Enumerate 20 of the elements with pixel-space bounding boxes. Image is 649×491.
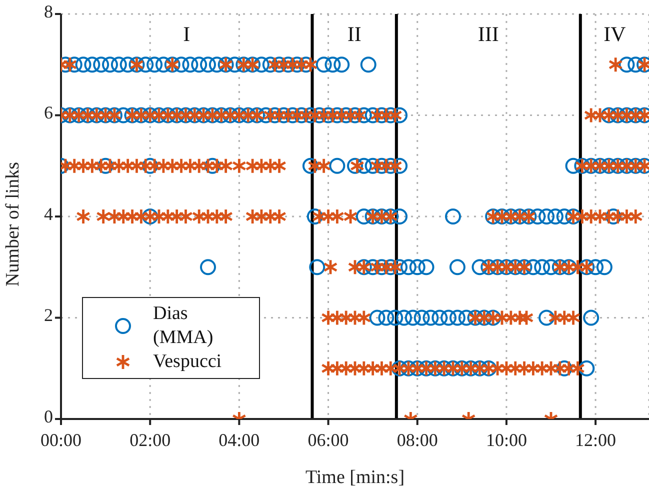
- x-axis-title: Time [min:s]: [305, 467, 405, 488]
- legend-label: Vespucci: [153, 350, 223, 374]
- x-tick-label: 08:00: [396, 430, 438, 450]
- y-axis-title: Number of links: [2, 162, 24, 286]
- x-tick-label: 02:00: [130, 430, 171, 450]
- x-tick-label: 00:00: [40, 430, 82, 450]
- x-tick-label: 04:00: [218, 430, 260, 450]
- y-tick-label: 6: [44, 102, 53, 123]
- annotation: I: [182, 22, 192, 47]
- x-tick-label: 06:00: [308, 430, 349, 450]
- annotation: III: [476, 22, 500, 47]
- legend-label: Dias (MMA): [153, 302, 214, 350]
- annotation: II: [346, 22, 362, 47]
- annotation: IV: [602, 22, 627, 47]
- x-tick-label: 10:00: [486, 430, 527, 450]
- y-tick-label: 2: [44, 305, 53, 326]
- y-tick-label: 0: [44, 406, 53, 426]
- y-tick-label: 8: [44, 1, 53, 22]
- x-tick-label: 12:00: [575, 430, 616, 450]
- y-tick-label: 4: [44, 204, 53, 224]
